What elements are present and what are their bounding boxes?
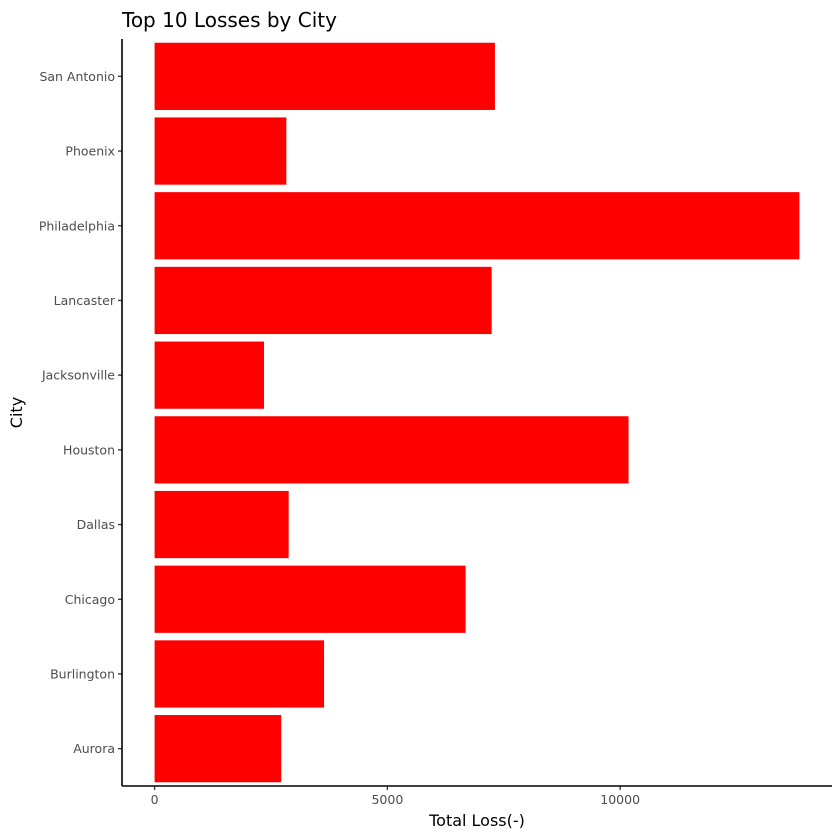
x-axis-title: Total Loss(-) <box>428 811 525 830</box>
x-tick-label: 10000 <box>600 792 640 807</box>
y-tick-label: Burlington <box>50 666 115 681</box>
bar-jacksonville <box>154 341 264 409</box>
y-tick-label: Jacksonville <box>41 368 115 383</box>
bar-lancaster <box>154 266 492 335</box>
bar-houston <box>154 416 629 484</box>
y-tick-label: Houston <box>63 442 115 457</box>
bar-aurora <box>154 715 282 783</box>
bars-group <box>154 42 800 783</box>
y-tick-label: Phoenix <box>65 144 115 159</box>
bar-chicago <box>154 565 466 633</box>
bar-philadelphia <box>154 192 800 260</box>
bar-san-antonio <box>154 42 495 110</box>
y-tick-label: Chicago <box>65 592 115 607</box>
x-tick-label: 0 <box>151 792 159 807</box>
y-tick-label: Dallas <box>77 517 115 532</box>
y-tick-label: San Antonio <box>39 69 115 84</box>
y-tick-label: Philadelphia <box>39 218 115 233</box>
x-axis-ticks: 0 5000 10000 <box>151 786 640 807</box>
x-tick-label: 5000 <box>371 792 403 807</box>
y-tick-label: Lancaster <box>54 293 116 308</box>
bar-dallas <box>154 490 289 559</box>
y-tick-label: Aurora <box>73 741 115 756</box>
y-axis-ticks: Aurora Burlington Chicago Dallas Houston Jack… <box>39 69 122 756</box>
bar-phoenix <box>154 117 287 185</box>
bar-burlington <box>154 640 325 708</box>
y-axis-title: City <box>7 397 26 428</box>
chart-title: Top 10 Losses by City <box>121 8 337 32</box>
